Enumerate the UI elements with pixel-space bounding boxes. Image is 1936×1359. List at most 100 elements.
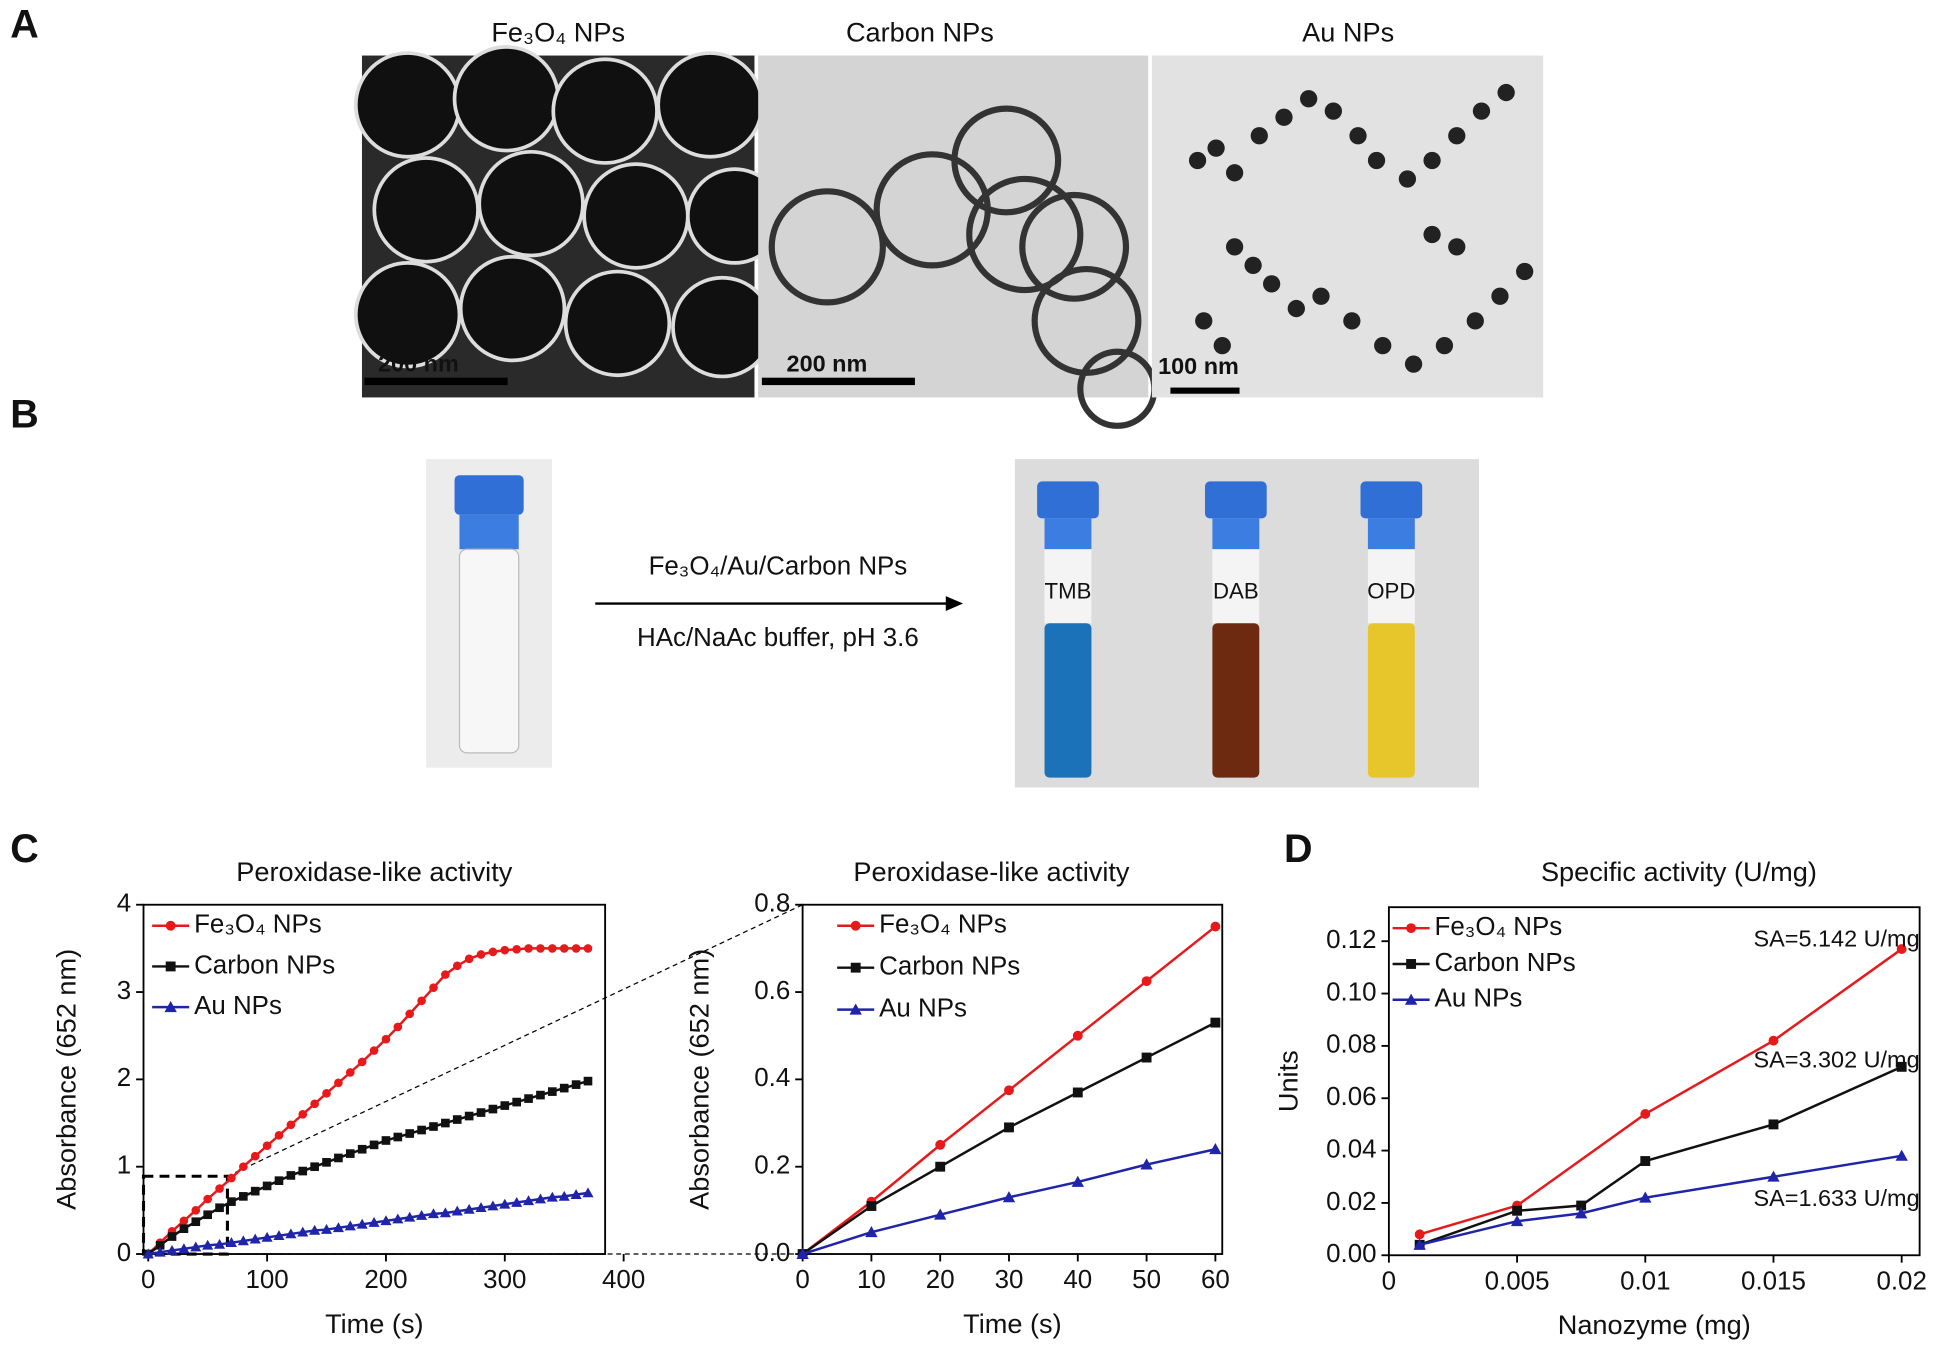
marker — [1768, 1119, 1779, 1130]
marker — [286, 1171, 296, 1180]
y-tick-label: 0.04 — [1326, 1135, 1376, 1163]
marker — [866, 1201, 877, 1211]
marker — [381, 1136, 391, 1145]
legend-label: Au NPs — [1435, 985, 1523, 1013]
marker — [512, 1097, 521, 1107]
x-tick-label: 0.02 — [1876, 1267, 1926, 1295]
plot-frame — [1387, 906, 1921, 1257]
marker — [225, 1237, 238, 1247]
x-tick-label: 0.005 — [1485, 1267, 1550, 1295]
marker — [393, 1132, 403, 1142]
marker — [487, 1200, 499, 1211]
marker — [523, 1195, 535, 1206]
zoom-line — [227, 904, 803, 1177]
marker — [512, 944, 521, 954]
marker — [429, 1122, 438, 1131]
x-tick-label: 20 — [926, 1266, 955, 1294]
marker — [476, 1108, 486, 1117]
marker — [191, 1217, 201, 1227]
legend-label: Carbon NPs — [1435, 949, 1576, 977]
marker — [1072, 1087, 1083, 1098]
marker — [1895, 1149, 1908, 1161]
image-title: Carbon NPs — [846, 17, 994, 48]
marker — [1896, 1061, 1907, 1072]
panel-label: D — [1284, 827, 1313, 871]
marker — [1210, 921, 1221, 932]
marker — [309, 1224, 321, 1235]
marker — [239, 1192, 248, 1201]
x-tick-label: 60 — [1201, 1266, 1230, 1294]
y-tick-label: 4 — [117, 890, 131, 918]
chart-title: Peroxidase-like activity — [236, 856, 512, 887]
tem-image — [758, 55, 1158, 429]
marker — [285, 1228, 297, 1239]
vial-photo — [1014, 459, 1479, 788]
marker — [215, 1203, 224, 1213]
marker — [380, 1215, 392, 1226]
scale-bar-label: 100 nm — [1158, 353, 1239, 379]
marker — [796, 1247, 809, 1259]
y-tick-label: 0.02 — [1326, 1188, 1376, 1216]
series-line — [1419, 1154, 1902, 1246]
marker — [1406, 959, 1417, 969]
marker — [582, 1187, 594, 1198]
x-axis-label: Time (s) — [325, 1308, 424, 1339]
marker — [439, 1207, 451, 1218]
marker — [227, 1197, 236, 1206]
y-tick-label: 3 — [117, 977, 131, 1005]
marker — [1896, 944, 1907, 955]
marker — [1210, 1017, 1221, 1028]
marker — [250, 1151, 260, 1161]
vial-photo — [426, 459, 553, 768]
marker — [417, 996, 426, 1006]
legend-label: Au NPs — [879, 994, 967, 1022]
legend-label: Carbon NPs — [194, 951, 335, 979]
series-line — [148, 1191, 589, 1256]
y-tick-label: 0 — [117, 1239, 131, 1267]
marker — [865, 1226, 878, 1238]
marker — [286, 1120, 296, 1130]
panel-label: C — [10, 827, 39, 871]
x-axis-label: Time (s) — [963, 1308, 1062, 1339]
marker — [559, 944, 569, 953]
reagent: Fe₃O₄/Au/Carbon NPs — [649, 553, 908, 581]
series-line — [801, 1021, 1216, 1256]
marker — [310, 1099, 319, 1109]
marker — [1768, 1035, 1779, 1046]
marker — [850, 962, 861, 973]
y-tick-label: 0.00 — [1326, 1240, 1376, 1268]
y-tick-label: 0.2 — [754, 1152, 790, 1180]
marker — [297, 1226, 309, 1237]
marker — [1071, 1175, 1084, 1187]
chart-title: Specific activity (U/mg) — [1541, 856, 1817, 887]
marker — [320, 1224, 333, 1234]
marker — [463, 1203, 475, 1214]
x-tick-label: 10 — [857, 1266, 886, 1294]
marker — [179, 1216, 189, 1226]
marker — [405, 1009, 415, 1019]
marker — [357, 1057, 367, 1067]
marker — [155, 1240, 165, 1250]
marker — [558, 1190, 570, 1201]
marker — [934, 1208, 947, 1220]
y-tick-label: 0.8 — [754, 890, 790, 918]
series-line — [1419, 1065, 1903, 1246]
y-tick-label: 1 — [117, 1152, 131, 1180]
marker — [1004, 1085, 1014, 1096]
annotation: SA=5.142 U/mg — [1754, 926, 1920, 952]
marker — [334, 1153, 343, 1163]
y-tick-label: 0.08 — [1326, 1031, 1376, 1059]
tube-label: TMB — [1045, 578, 1092, 603]
marker — [1404, 993, 1418, 1005]
marker — [416, 1210, 428, 1220]
marker — [190, 1241, 202, 1252]
marker — [417, 1125, 426, 1135]
marker — [322, 1158, 331, 1167]
x-axis-label: Nanozyme (mg) — [1558, 1309, 1751, 1340]
marker — [142, 1248, 154, 1259]
marker — [179, 1224, 189, 1234]
tube-label: OPD — [1367, 578, 1415, 603]
marker — [500, 1101, 510, 1110]
marker — [935, 1161, 946, 1172]
